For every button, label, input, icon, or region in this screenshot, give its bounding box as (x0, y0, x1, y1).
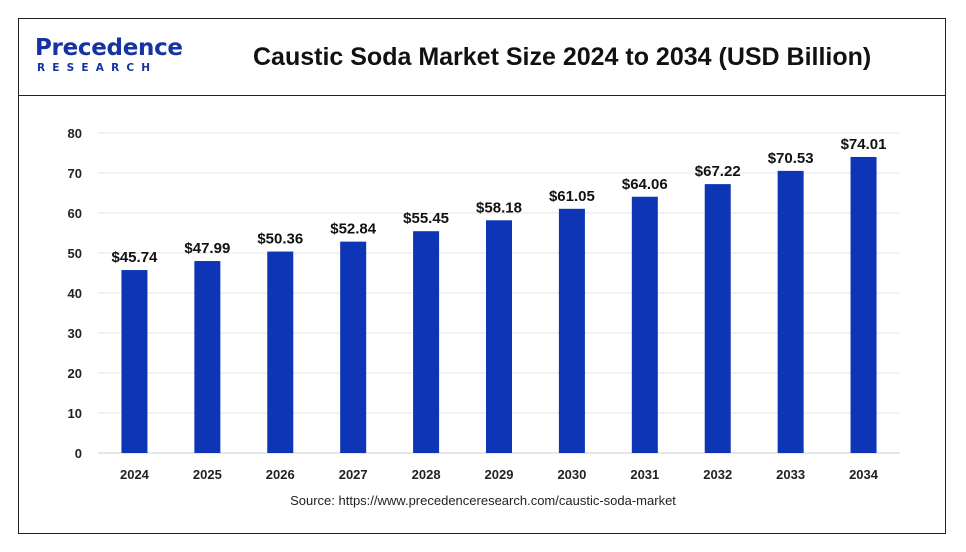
bar (704, 184, 731, 453)
bar (631, 196, 658, 453)
bar (267, 251, 294, 453)
y-tick-label: 0 (75, 446, 82, 461)
x-tick-label: 2028 (412, 467, 441, 482)
chart-header: Precedence RESEARCH Caustic Soda Market … (19, 19, 945, 96)
x-tick-label: 2027 (339, 467, 368, 482)
x-tick-label: 2029 (485, 467, 514, 482)
bar (777, 170, 804, 453)
data-label: $61.05 (549, 188, 595, 205)
bar (340, 241, 367, 453)
chart-frame: Precedence RESEARCH Caustic Soda Market … (18, 18, 946, 534)
data-label: $55.45 (403, 210, 449, 227)
y-tick-label: 20 (68, 366, 82, 381)
x-tick-label: 2031 (630, 467, 659, 482)
data-label: $50.36 (257, 231, 303, 248)
data-label: $58.18 (476, 199, 522, 216)
brand-logo: Precedence RESEARCH (35, 35, 185, 79)
data-label: $45.74 (112, 249, 159, 266)
data-label: $47.99 (184, 240, 230, 257)
y-tick-label: 50 (68, 246, 82, 261)
x-tick-label: 2025 (193, 467, 222, 482)
data-label: $74.01 (841, 136, 887, 153)
y-tick-label: 10 (68, 406, 82, 421)
data-label: $52.84 (330, 221, 377, 238)
logo-wordmark: Precedence (35, 35, 183, 61)
logo-subtitle: RESEARCH (37, 62, 158, 74)
chart-title: Caustic Soda Market Size 2024 to 2034 (U… (253, 43, 872, 71)
x-tick-label: 2034 (849, 467, 879, 482)
x-tick-label: 2032 (703, 467, 732, 482)
data-label: $64.06 (622, 176, 668, 193)
bar (850, 156, 877, 453)
bar (486, 220, 512, 453)
x-tick-label: 2030 (557, 467, 586, 482)
data-label: $67.22 (695, 163, 741, 180)
y-tick-label: 60 (68, 206, 82, 221)
x-tick-label: 2024 (120, 467, 150, 482)
bar (121, 270, 148, 453)
bar (558, 208, 585, 453)
source-note: Source: https://www.precedenceresearch.c… (290, 493, 676, 508)
data-label: $70.53 (768, 150, 814, 167)
y-tick-label: 80 (68, 126, 82, 141)
x-tick-label: 2026 (266, 467, 295, 482)
y-tick-label: 30 (68, 326, 82, 341)
bar (413, 231, 440, 453)
y-tick-label: 70 (68, 166, 82, 181)
x-tick-label: 2033 (776, 467, 805, 482)
y-tick-label: 40 (68, 286, 82, 301)
bar (194, 261, 221, 453)
